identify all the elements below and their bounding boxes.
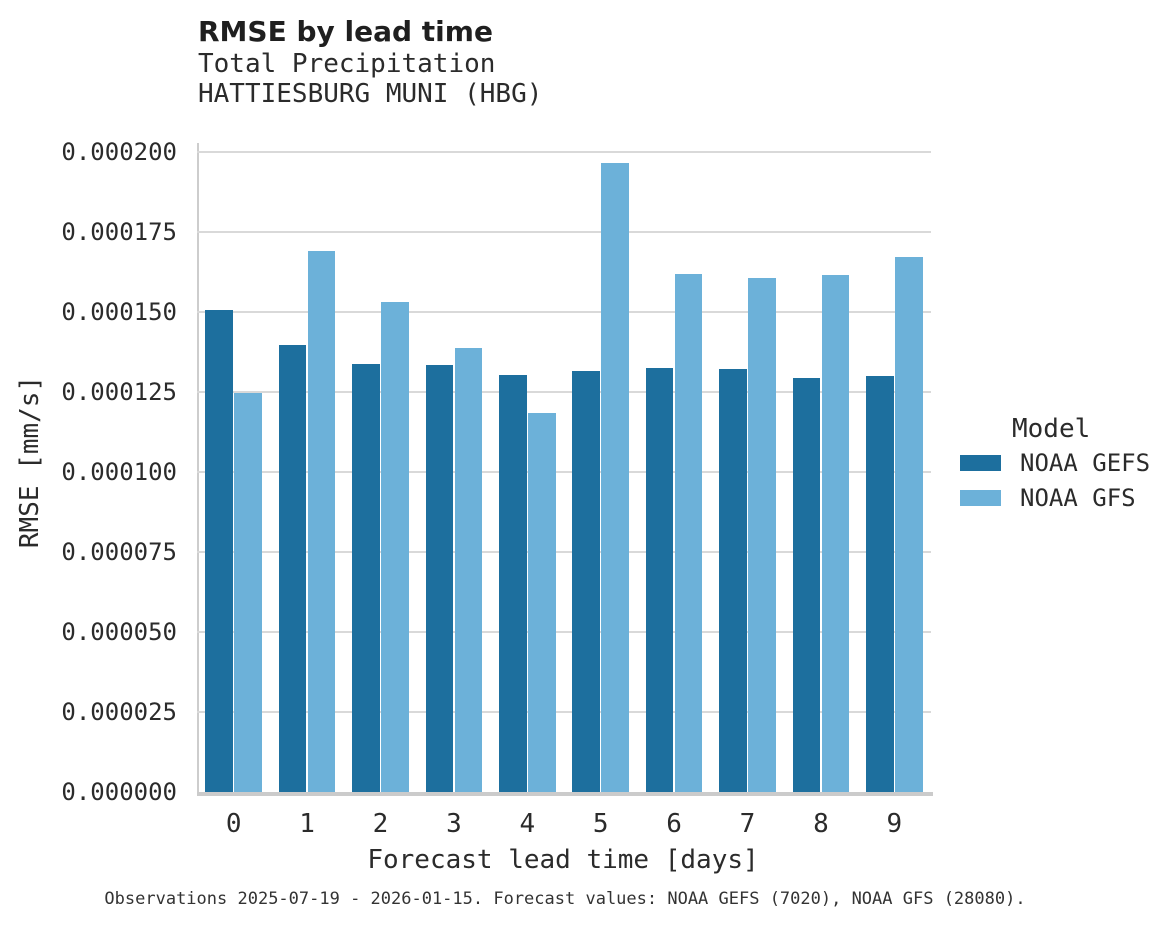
bar-noaa-gefs-lead-9: [865, 375, 894, 792]
bar-noaa-gfs-lead-9: [895, 257, 923, 792]
plot-area: [197, 143, 933, 796]
bar-noaa-gfs-lead-0: [234, 393, 263, 792]
x-tick-label: 7: [739, 809, 756, 839]
y-tick-label: 0.000150: [61, 298, 177, 326]
caption: Observations 2025-07-19 - 2026-01-15. Fo…: [104, 889, 1026, 909]
x-tick-label: 2: [372, 809, 389, 839]
y-tick-label: 0.000125: [61, 378, 177, 406]
legend-swatch-noaa-gfs: [960, 490, 1001, 506]
gridline: [197, 231, 931, 233]
y-tick-label: 0.000175: [61, 218, 177, 246]
chart-subtitle-variable: Total Precipitation: [198, 49, 496, 79]
x-tick-label: 9: [886, 809, 903, 839]
bar-noaa-gefs-lead-8: [792, 377, 821, 792]
x-axis-title: Forecast lead time [days]: [367, 845, 759, 875]
bar-noaa-gefs-lead-5: [572, 370, 600, 792]
y-tick-label: 0.000200: [61, 138, 177, 166]
legend-label: NOAA GEFS: [1020, 449, 1151, 477]
bar-noaa-gefs-lead-2: [352, 363, 380, 792]
legend-swatch-noaa-gefs: [960, 455, 1001, 471]
bar-noaa-gfs-lead-1: [307, 250, 336, 792]
x-tick-label: 3: [446, 809, 462, 839]
x-tick-label: 5: [592, 809, 609, 839]
gridline: [197, 471, 931, 473]
bar-noaa-gfs-lead-2: [381, 302, 409, 792]
gridline: [197, 311, 931, 313]
bar-noaa-gefs-lead-0: [205, 309, 233, 792]
bar-noaa-gfs-lead-5: [601, 162, 630, 792]
x-axis-line: [197, 792, 933, 796]
y-tick-label: 0.000050: [61, 618, 177, 646]
x-tick-label: 6: [666, 809, 682, 839]
x-tick-label: 4: [519, 809, 536, 839]
bar-noaa-gfs-lead-3: [454, 347, 483, 792]
bar-noaa-gfs-lead-4: [528, 412, 556, 792]
gridline: [197, 631, 931, 633]
y-axis-line: [197, 143, 199, 792]
y-tick-label: 0.000025: [61, 698, 177, 726]
x-tick-label: 0: [225, 809, 242, 839]
legend-entry-noaa-gfs: NOAA GFS: [960, 484, 1136, 512]
chart-subtitle-station: HATTIESBURG MUNI (HBG): [198, 79, 543, 109]
bar-noaa-gefs-lead-6: [645, 368, 674, 792]
gridline: [197, 551, 931, 553]
legend-entry-noaa-gefs: NOAA GEFS: [960, 449, 1150, 477]
x-tick-label: 1: [299, 809, 315, 839]
legend-title: Model: [1012, 414, 1091, 444]
bar-noaa-gfs-lead-8: [821, 274, 850, 792]
bar-noaa-gefs-lead-7: [719, 368, 747, 792]
bar-noaa-gefs-lead-1: [278, 345, 307, 792]
gridline: [197, 151, 931, 153]
y-tick-label: 0.000075: [61, 538, 177, 566]
gridline: [197, 391, 931, 393]
bar-noaa-gefs-lead-4: [498, 374, 527, 792]
bar-noaa-gfs-lead-6: [674, 273, 703, 792]
gridline: [197, 711, 931, 713]
y-tick-label: 0.000100: [61, 458, 177, 486]
x-tick-label: 8: [813, 809, 829, 839]
bar-noaa-gfs-lead-7: [748, 278, 776, 792]
legend-label: NOAA GFS: [1020, 484, 1136, 512]
chart-title: RMSE by lead time: [198, 15, 493, 48]
bar-noaa-gefs-lead-3: [425, 365, 454, 792]
y-tick-label: 0.000000: [61, 778, 177, 806]
